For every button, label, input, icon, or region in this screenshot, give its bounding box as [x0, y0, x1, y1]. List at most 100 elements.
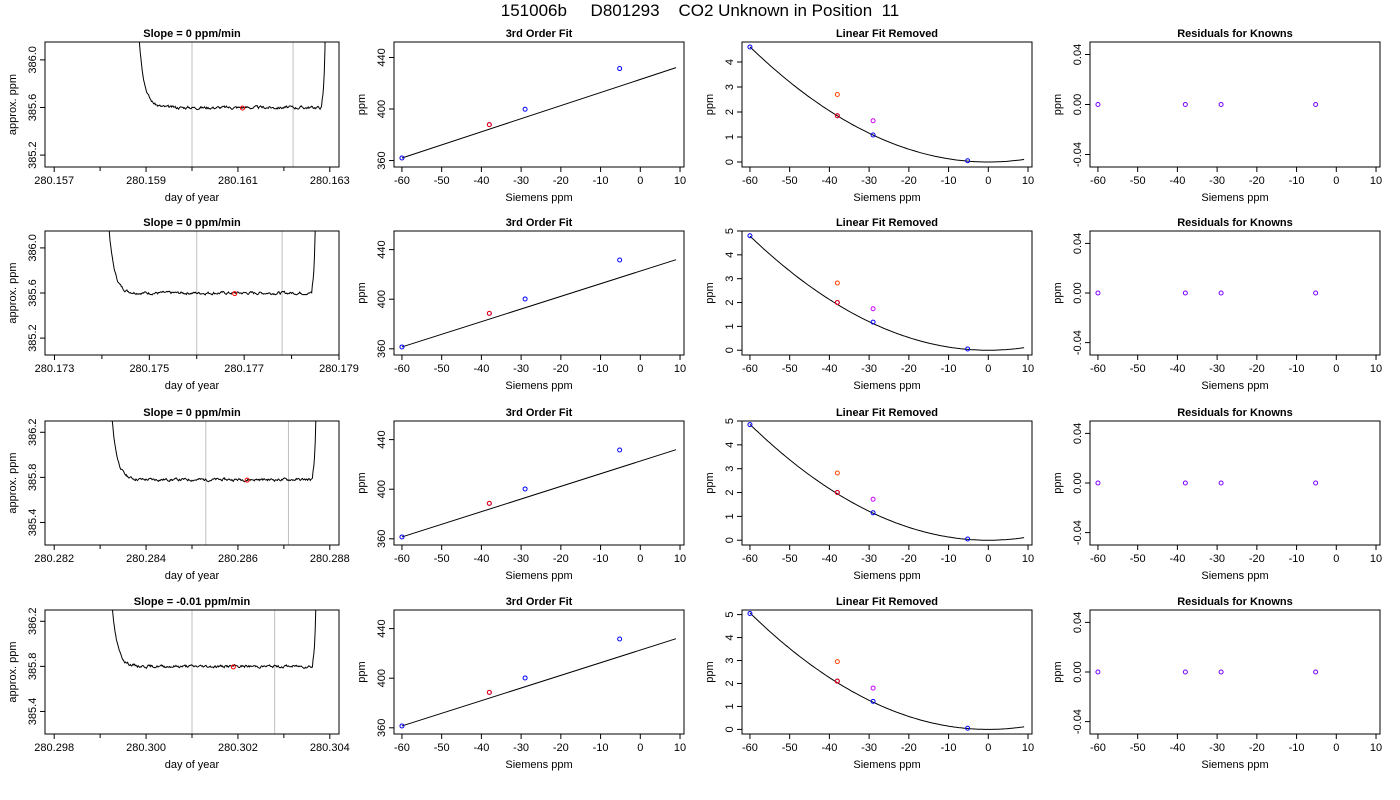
x-tick-label: 0	[637, 742, 643, 754]
panel-title: Slope = 0 ppm/min	[143, 217, 241, 229]
x-tick-label: 10	[1370, 742, 1382, 754]
panel-title: 3rd Order Fit	[506, 217, 573, 229]
x-tick-label: -60	[1090, 175, 1106, 187]
x-tick-label: -40	[1169, 175, 1185, 187]
y-axis-label: approx. ppm	[7, 74, 19, 135]
x-tick-label: -60	[394, 175, 410, 187]
x-tick-label: 0	[1333, 175, 1339, 187]
x-tick-label: -50	[1130, 363, 1146, 375]
x-tick-label: -30	[1209, 175, 1225, 187]
x-tick-label: -10	[1289, 742, 1305, 754]
data-point	[617, 66, 623, 72]
y-axis-label: ppm	[356, 661, 368, 682]
x-tick-label: -60	[1090, 363, 1106, 375]
y-tick-label: 0.04	[1072, 423, 1084, 444]
data-point	[1095, 102, 1101, 107]
data-point	[870, 306, 876, 312]
x-tick-label: -60	[742, 363, 758, 375]
panel-3-1: 3rd Order Fit -60 -50 -40 -30 -20 -10 0 10 360 400…	[356, 596, 686, 771]
y-tick-label: 1	[724, 323, 736, 329]
x-tick-label: -60	[394, 363, 410, 375]
panel-title: Residuals for Knowns	[1177, 407, 1293, 419]
signal-line	[112, 610, 317, 669]
x-axis-label: day of year	[165, 380, 220, 392]
plot-area	[138, 42, 326, 167]
data-point	[1095, 480, 1101, 486]
x-tick-label: 10	[1022, 175, 1034, 187]
y-tick-label: 1	[724, 703, 736, 709]
data-point	[747, 610, 753, 616]
plot-frame	[393, 420, 685, 546]
x-tick-label: -10	[593, 553, 609, 565]
data-point	[522, 106, 528, 112]
x-tick-label: -60	[394, 553, 410, 565]
panel-3-0: Slope = -0.01 ppm/min 280.298 280.300 280.3…	[7, 596, 350, 771]
data-point	[486, 122, 492, 128]
y-tick-label: 385.2	[27, 324, 39, 352]
x-tick-label: -30	[513, 742, 529, 754]
y-tick-label: 440	[376, 430, 388, 448]
x-tick-label: -10	[941, 553, 957, 565]
panel-title: Residuals for Knowns	[1177, 28, 1293, 40]
x-axis-label: Siemens ppm	[853, 570, 920, 582]
x-tick-label: -50	[1130, 553, 1146, 565]
fit-curve	[749, 612, 1025, 730]
panel-title: Linear Fit Removed	[836, 217, 938, 229]
plot-frame	[393, 41, 685, 168]
figure-title: 151006b D801293 CO2 Unknown in Position …	[500, 1, 900, 20]
x-tick-label: -30	[861, 175, 877, 187]
y-tick-label: 385.8	[27, 464, 39, 492]
data-point	[1313, 290, 1319, 296]
plot-area	[1095, 290, 1319, 296]
x-tick-label: -20	[553, 742, 569, 754]
x-axis-label: Siemens ppm	[1201, 380, 1268, 392]
y-tick-label: 385.4	[27, 509, 39, 537]
data-point	[1182, 669, 1188, 675]
data-point	[399, 723, 405, 729]
data-point	[522, 486, 528, 492]
x-tick-label: -50	[434, 742, 450, 754]
y-tick-label: -0.04	[1072, 520, 1084, 545]
x-tick-label: -60	[742, 175, 758, 187]
plot-area	[399, 257, 677, 350]
x-axis-label: Siemens ppm	[505, 759, 572, 771]
data-point	[834, 678, 840, 684]
data-point	[486, 500, 492, 506]
panel-2-0: Slope = 0 ppm/min 280.282 280.284 280.286 28…	[7, 407, 350, 582]
y-tick-label: 360	[376, 719, 388, 737]
x-tick-label: -40	[473, 742, 489, 754]
x-tick-label: -60	[742, 553, 758, 565]
plot-frame	[741, 41, 1033, 168]
y-axis-label: ppm	[704, 94, 716, 115]
x-tick-label: -20	[553, 553, 569, 565]
y-axis-label: ppm	[1052, 472, 1064, 493]
x-tick-label: 0	[1333, 363, 1339, 375]
x-tick-label: -40	[821, 363, 837, 375]
x-axis-label: Siemens ppm	[1201, 759, 1268, 771]
data-point	[399, 344, 405, 350]
x-axis-label: Siemens ppm	[505, 570, 572, 582]
plot-area	[1095, 480, 1319, 486]
y-tick-label: 386.2	[27, 608, 39, 636]
x-tick-label: -30	[1209, 363, 1225, 375]
x-tick-label: -30	[1209, 553, 1225, 565]
y-tick-label: 386.2	[27, 419, 39, 447]
x-tick-label: -10	[593, 363, 609, 375]
x-tick-label: -40	[473, 175, 489, 187]
y-tick-label: 0.04	[1072, 612, 1084, 633]
mean-point	[232, 291, 238, 297]
y-tick-label: 3	[724, 657, 736, 663]
y-axis-label: ppm	[704, 472, 716, 493]
plot-area	[747, 44, 1025, 164]
y-tick-label: 3	[724, 84, 736, 90]
x-tick-label: -50	[434, 363, 450, 375]
x-tick-label: -20	[901, 742, 917, 754]
x-tick-label: 10	[1022, 363, 1034, 375]
data-point	[870, 118, 876, 124]
plot-frame	[393, 230, 685, 356]
plot-area	[399, 66, 677, 161]
plot-frame	[1089, 609, 1381, 735]
data-point	[1095, 290, 1101, 296]
x-tick-label: 0	[985, 363, 991, 375]
x-axis-label: Siemens ppm	[505, 192, 572, 204]
